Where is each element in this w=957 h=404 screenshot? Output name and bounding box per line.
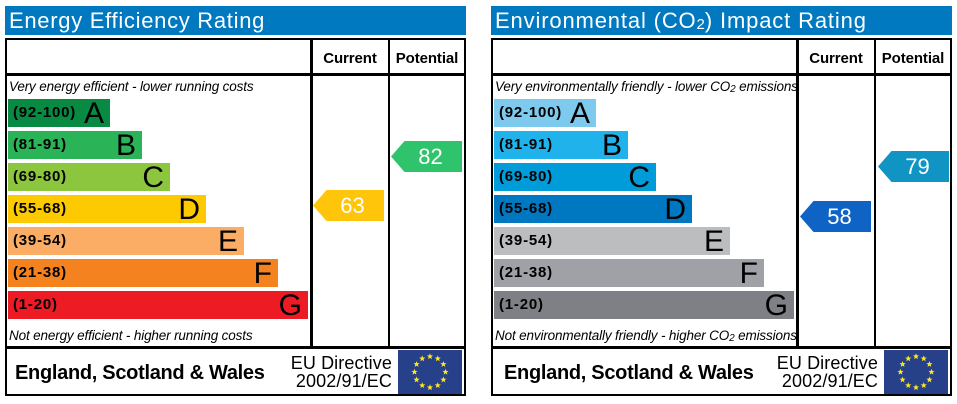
svg-text:79: 79	[905, 154, 929, 179]
svg-text:58: 58	[827, 204, 851, 229]
svg-text:63: 63	[340, 193, 364, 218]
svg-text:82: 82	[418, 144, 442, 169]
